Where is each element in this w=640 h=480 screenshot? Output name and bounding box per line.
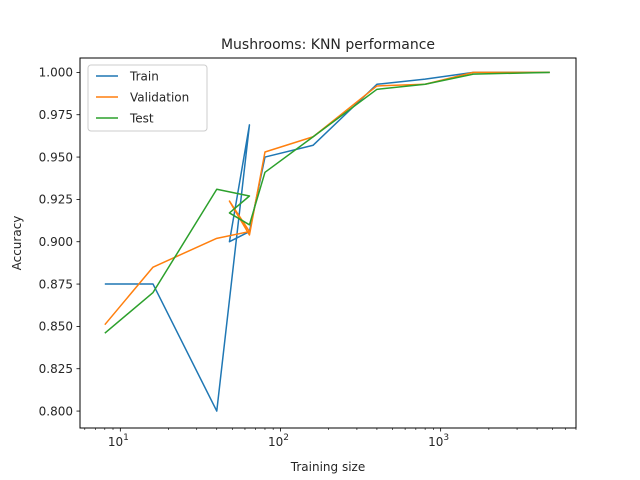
y-tick-label: 0.875 [39,277,73,291]
plot-area [104,71,550,412]
y-tick-label: 0.925 [39,193,73,207]
legend-label-train: Train [129,69,159,83]
y-axis-label: Accuracy [10,216,24,271]
y-tick-label: 0.975 [39,108,73,122]
y-tick-label: 0.825 [39,362,73,376]
y-tick-label: 0.800 [39,404,73,418]
chart-title: Mushrooms: KNN performance [221,37,435,53]
legend-label-validation: Validation [130,90,189,104]
series-line-test [104,71,550,334]
x-axis-label: Training size [290,460,365,474]
y-tick-label: 1.000 [39,66,73,80]
y-tick-label: 0.900 [39,235,73,249]
legend-box [87,64,208,132]
legend-label-test: Test [129,111,154,125]
y-tick-label: 0.850 [39,320,73,334]
y-tick-label: 0.950 [39,150,73,164]
legend: Train Validation Test [87,64,208,132]
y-axis: 0.800 0.825 0.850 0.875 0.900 0.925 0.950 0.975… [39,66,80,418]
axes-frame [79,57,577,429]
